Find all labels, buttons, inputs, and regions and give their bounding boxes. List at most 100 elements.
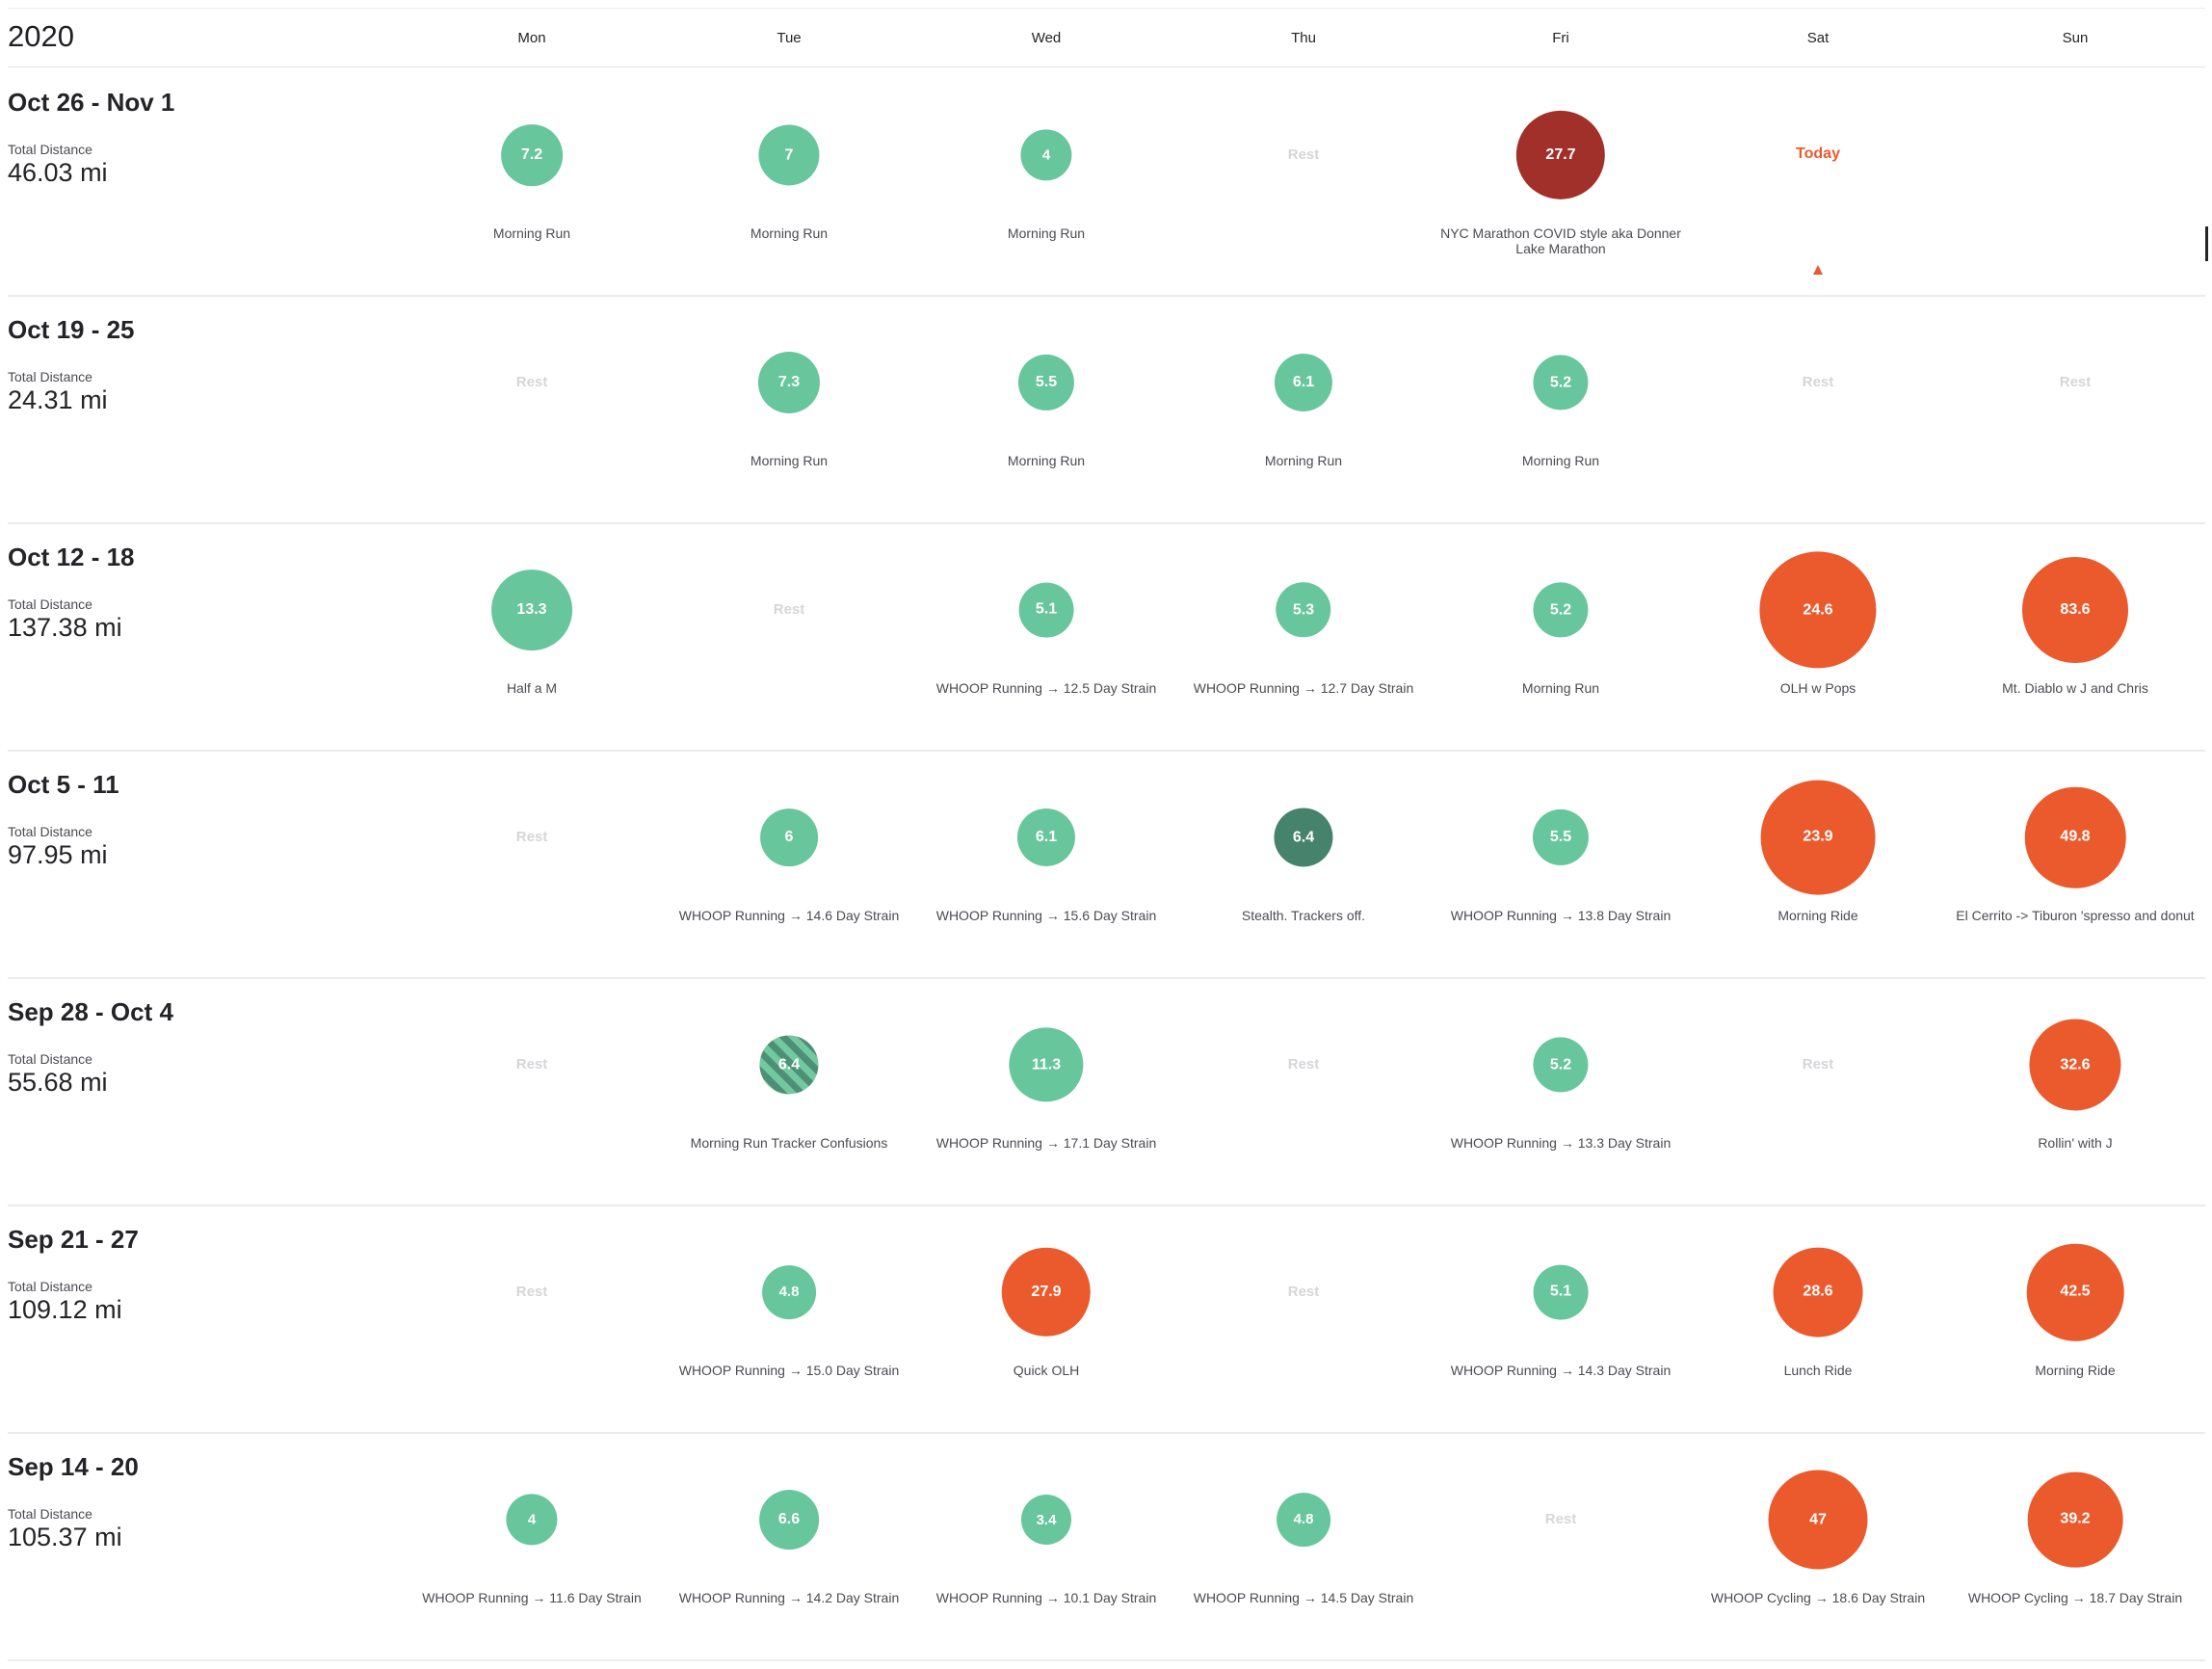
day-cell-tue[interactable]: 4.8 WHOOP Running → 15.0 Day Strain xyxy=(664,1205,914,1432)
day-cell-sun[interactable]: 49.8 El Cerrito -> Tiburon 'spresso and d… xyxy=(1950,750,2200,977)
activity-name[interactable]: WHOOP Running → 14.2 Day Strain xyxy=(678,1590,900,1605)
activity-name[interactable]: Morning Ride xyxy=(2035,1363,2116,1378)
activity-name[interactable]: OLH w Pops xyxy=(1779,680,1856,696)
activity-bubble[interactable]: 13.3 xyxy=(491,570,572,650)
activity-bubble[interactable]: 32.6 xyxy=(2029,1019,2121,1111)
day-cell-sat[interactable]: 28.6 Lunch Ride xyxy=(1693,1205,1943,1432)
day-cell-sat[interactable]: 47 WHOOP Cycling → 18.6 Day Strain xyxy=(1693,1432,1943,1659)
day-cell-tue[interactable]: 7 Morning Run xyxy=(664,67,914,295)
activity-bubble[interactable]: 4.8 xyxy=(762,1265,816,1319)
activity-bubble[interactable]: 49.8 xyxy=(2024,786,2126,888)
activity-bubble[interactable]: 5.2 xyxy=(1533,355,1589,411)
activity-bubble[interactable]: 6.4 xyxy=(1274,808,1333,867)
activity-bubble[interactable]: 27.7 xyxy=(1515,110,1606,200)
activity-bubble[interactable]: 6.1 xyxy=(1274,353,1333,412)
activity-bubble[interactable]: 5.1 xyxy=(1533,1264,1589,1320)
activity-name[interactable]: Rollin' with J xyxy=(2038,1135,2113,1151)
day-cell-sun[interactable]: 32.6 Rollin' with J xyxy=(1950,977,2200,1205)
activity-bubble[interactable]: 3.4 xyxy=(1021,1495,1071,1545)
activity-bubble[interactable]: 39.2 xyxy=(2027,1471,2123,1568)
activity-name[interactable]: WHOOP Running → 12.7 Day Strain xyxy=(1193,680,1414,696)
activity-bubble[interactable]: 7 xyxy=(758,124,820,186)
activity-name[interactable]: Morning Ride xyxy=(1778,908,1858,923)
activity-name[interactable]: WHOOP Running → 15.0 Day Strain xyxy=(678,1363,900,1378)
day-cell-fri[interactable]: 5.1 WHOOP Running → 14.3 Day Strain xyxy=(1435,1205,1686,1432)
activity-bubble[interactable]: 42.5 xyxy=(2026,1243,2124,1341)
day-cell-fri[interactable]: 5.5 WHOOP Running → 13.8 Day Strain xyxy=(1435,750,1686,977)
day-cell-thu[interactable]: 5.3 WHOOP Running → 12.7 Day Strain xyxy=(1178,522,1429,750)
activity-bubble[interactable]: 5.3 xyxy=(1276,582,1331,638)
day-cell-wed[interactable]: 6.1 WHOOP Running → 15.6 Day Strain xyxy=(921,750,1172,977)
activity-name[interactable]: WHOOP Running → 17.1 Day Strain xyxy=(935,1135,1157,1151)
activity-name[interactable]: Morning Run xyxy=(1521,453,1600,468)
activity-name[interactable]: Morning Run xyxy=(1264,453,1343,468)
activity-name[interactable]: WHOOP Running → 14.6 Day Strain xyxy=(678,908,900,923)
day-cell-sat[interactable]: 24.6 OLH w Pops xyxy=(1693,522,1943,750)
activity-bubble[interactable]: 7.3 xyxy=(757,351,821,414)
activity-bubble[interactable]: 5.5 xyxy=(1532,808,1590,866)
day-cell-sun[interactable]: 83.6 Mt. Diablo w J and Chris xyxy=(1950,522,2200,750)
scrollbar-thumb[interactable] xyxy=(2205,226,2208,261)
day-cell-thu[interactable]: 6.1 Morning Run xyxy=(1178,295,1429,522)
day-cell-wed[interactable]: 5.5 Morning Run xyxy=(921,295,1172,522)
activity-bubble[interactable]: 5.2 xyxy=(1533,582,1589,638)
activity-name[interactable]: NYC Marathon COVID style aka Donner Lake… xyxy=(1440,225,1681,256)
day-cell-fri[interactable]: 27.7 NYC Marathon COVID style aka Donner … xyxy=(1435,67,1686,295)
day-cell-mon[interactable]: 7.2 Morning Run xyxy=(407,67,657,295)
activity-name[interactable]: Morning Run xyxy=(492,225,571,241)
activity-bubble[interactable]: 11.3 xyxy=(1009,1027,1084,1102)
day-cell-tue[interactable]: 6.6 WHOOP Running → 14.2 Day Strain xyxy=(664,1432,914,1659)
day-cell-wed[interactable]: 4 Morning Run xyxy=(921,67,1172,295)
activity-bubble[interactable]: 28.6 xyxy=(1773,1247,1863,1338)
activity-bubble[interactable]: 23.9 xyxy=(1760,780,1876,895)
activity-name[interactable]: WHOOP Cycling → 18.6 Day Strain xyxy=(1710,1590,1926,1605)
activity-name[interactable]: Quick OLH xyxy=(1013,1363,1080,1378)
activity-name[interactable]: Morning Run Tracker Confusions xyxy=(690,1135,888,1151)
day-cell-mon[interactable]: 13.3 Half a M xyxy=(407,522,657,750)
activity-name[interactable]: Mt. Diablo w J and Chris xyxy=(2002,680,2148,696)
activity-bubble[interactable]: 83.6 xyxy=(2022,557,2128,663)
activity-name[interactable]: Stealth. Trackers off. xyxy=(1241,908,1366,923)
activity-bubble[interactable]: 6 xyxy=(760,808,818,866)
activity-bubble[interactable]: 6.1 xyxy=(1016,808,1076,867)
activity-name[interactable]: WHOOP Running → 12.5 Day Strain xyxy=(935,680,1157,696)
activity-bubble[interactable]: 5.2 xyxy=(1533,1037,1589,1093)
activity-name[interactable]: WHOOP Running → 11.6 Day Strain xyxy=(422,1590,642,1605)
activity-name[interactable]: WHOOP Running → 14.5 Day Strain xyxy=(1193,1590,1414,1605)
day-cell-sun[interactable]: 42.5 Morning Ride xyxy=(1950,1205,2200,1432)
activity-name[interactable]: Lunch Ride xyxy=(1783,1363,1853,1378)
day-cell-mon[interactable]: 4 WHOOP Running → 11.6 Day Strain xyxy=(407,1432,657,1659)
day-cell-tue[interactable]: 6 WHOOP Running → 14.6 Day Strain xyxy=(664,750,914,977)
day-cell-wed[interactable]: 3.4 WHOOP Running → 10.1 Day Strain xyxy=(921,1432,1172,1659)
day-cell-wed[interactable]: 27.9 Quick OLH xyxy=(921,1205,1172,1432)
activity-bubble[interactable]: 4 xyxy=(1020,129,1072,181)
activity-bubble[interactable]: 7.2 xyxy=(501,124,563,186)
day-cell-sat[interactable]: 23.9 Morning Ride xyxy=(1693,750,1943,977)
activity-name[interactable]: El Cerrito -> Tiburon 'spresso and donut xyxy=(1956,908,2195,923)
activity-name[interactable]: WHOOP Running → 14.3 Day Strain xyxy=(1450,1363,1672,1378)
activity-name[interactable]: WHOOP Running → 13.8 Day Strain xyxy=(1450,908,1672,923)
activity-bubble[interactable]: 4.8 xyxy=(1277,1493,1330,1547)
day-cell-thu[interactable]: 4.8 WHOOP Running → 14.5 Day Strain xyxy=(1178,1432,1429,1659)
activity-bubble[interactable]: 6.6 xyxy=(759,1490,819,1550)
activity-name[interactable]: Morning Run xyxy=(1007,225,1086,241)
activity-name[interactable]: Morning Run xyxy=(1007,453,1086,468)
activity-name[interactable]: WHOOP Cycling → 18.7 Day Strain xyxy=(1967,1590,2183,1605)
activity-bubble[interactable]: 5.5 xyxy=(1017,354,1075,411)
activity-bubble[interactable]: 47 xyxy=(1768,1470,1868,1570)
activity-name[interactable]: WHOOP Running → 10.1 Day Strain xyxy=(935,1590,1157,1605)
day-cell-wed[interactable]: 5.1 WHOOP Running → 12.5 Day Strain xyxy=(921,522,1172,750)
day-cell-thu[interactable]: 6.4 Stealth. Trackers off. xyxy=(1178,750,1429,977)
day-cell-wed[interactable]: 11.3 WHOOP Running → 17.1 Day Strain xyxy=(921,977,1172,1205)
day-cell-fri[interactable]: 5.2 Morning Run xyxy=(1435,522,1686,750)
day-cell-fri[interactable]: 5.2 WHOOP Running → 13.3 Day Strain xyxy=(1435,977,1686,1205)
activity-bubble[interactable]: 5.1 xyxy=(1018,582,1074,638)
activity-bubble[interactable]: 24.6 xyxy=(1759,551,1877,669)
activity-name[interactable]: WHOOP Running → 15.6 Day Strain xyxy=(935,908,1157,923)
activity-bubble[interactable]: 6.4 xyxy=(759,1035,819,1095)
activity-bubble[interactable]: 27.9 xyxy=(1001,1247,1092,1338)
activity-name[interactable]: Morning Run xyxy=(1521,680,1600,696)
activity-name[interactable]: WHOOP Running → 13.3 Day Strain xyxy=(1450,1135,1672,1151)
activity-name[interactable]: Half a M xyxy=(506,680,558,696)
day-cell-tue[interactable]: 7.3 Morning Run xyxy=(664,295,914,522)
